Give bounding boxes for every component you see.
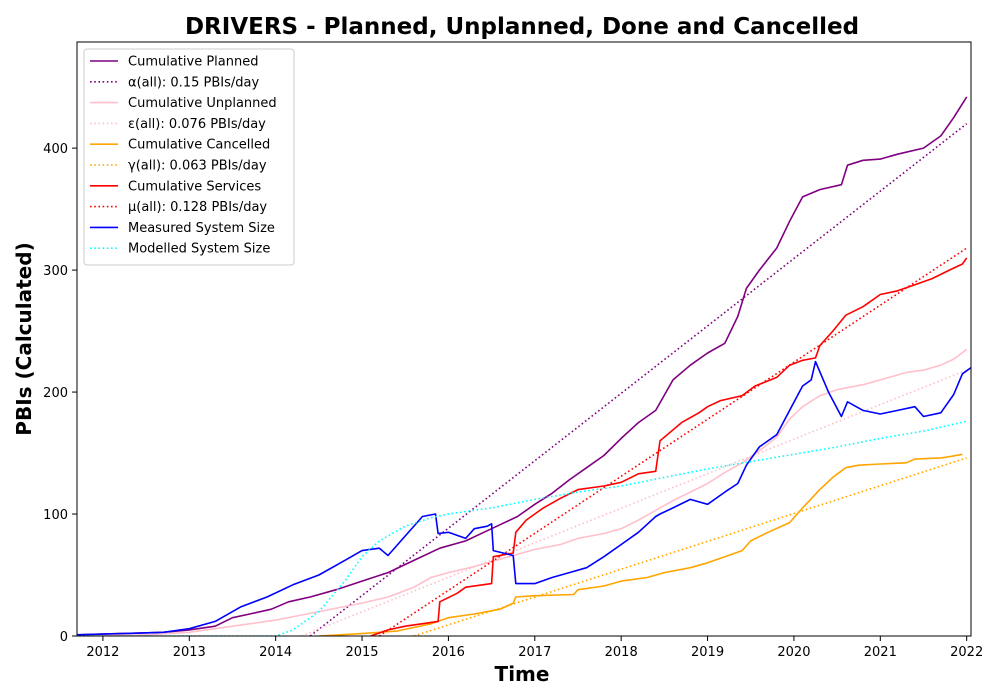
x-tick-label: 2019 bbox=[691, 645, 724, 660]
series-layer bbox=[77, 96, 971, 636]
x-tick-label: 2020 bbox=[777, 645, 810, 660]
x-tick-label: 2022 bbox=[950, 645, 983, 660]
legend-label: Cumulative Services bbox=[128, 179, 261, 194]
x-tick-label: 2017 bbox=[518, 645, 551, 660]
chart-title: DRIVERS - Planned, Unplanned, Done and C… bbox=[185, 14, 859, 40]
x-tick-label: 2021 bbox=[864, 645, 897, 660]
legend-label: α(all): 0.15 PBIs/day bbox=[128, 75, 259, 90]
x-tick-label: 2016 bbox=[432, 645, 465, 660]
legend: Cumulative Planned α(all): 0.15 PBIs/day C… bbox=[83, 48, 295, 266]
legend-label: Cumulative Unplanned bbox=[128, 96, 277, 111]
y-tick-label: 400 bbox=[43, 142, 68, 157]
legend-label: Cumulative Planned bbox=[128, 55, 258, 70]
axes-layer: 2012 2013 2014 2015 2016 2017 2018 2019 2020 2021… bbox=[43, 41, 983, 660]
series-line-0 bbox=[77, 96, 968, 636]
x-tick-label: 2018 bbox=[605, 645, 638, 660]
legend-label: μ(all): 0.128 PBIs/day bbox=[128, 200, 267, 215]
series-line-3 bbox=[301, 369, 967, 636]
y-tick-label: 100 bbox=[43, 508, 68, 523]
series-line-1 bbox=[309, 123, 968, 636]
x-tick-label: 2015 bbox=[345, 645, 378, 660]
x-tick-label: 2014 bbox=[259, 645, 292, 660]
legend-label: Measured System Size bbox=[128, 221, 275, 236]
y-tick-label: 0 bbox=[60, 630, 68, 645]
legend-label: Cumulative Cancelled bbox=[128, 138, 270, 153]
legend-box bbox=[83, 48, 295, 266]
legend-label: Modelled System Size bbox=[128, 242, 270, 257]
series-line-9 bbox=[77, 420, 967, 636]
series-line-6 bbox=[370, 257, 968, 636]
plot-frame bbox=[76, 41, 972, 637]
series-line-5 bbox=[413, 457, 967, 636]
x-axis-label: Time bbox=[495, 662, 550, 686]
x-tick-label: 2013 bbox=[173, 645, 206, 660]
legend-label: ε(all): 0.076 PBIs/day bbox=[128, 117, 266, 132]
legend-label: γ(all): 0.063 PBIs/day bbox=[128, 159, 267, 174]
series-line-7 bbox=[378, 247, 968, 636]
y-tick-label: 300 bbox=[43, 264, 68, 279]
y-axis-label: PBIs (Calculated) bbox=[12, 242, 36, 435]
series-line-8 bbox=[77, 360, 971, 636]
series-line-4 bbox=[318, 453, 963, 636]
x-tick-label: 2012 bbox=[86, 645, 119, 660]
y-tick-label: 200 bbox=[43, 386, 68, 401]
series-line-2 bbox=[77, 348, 968, 636]
